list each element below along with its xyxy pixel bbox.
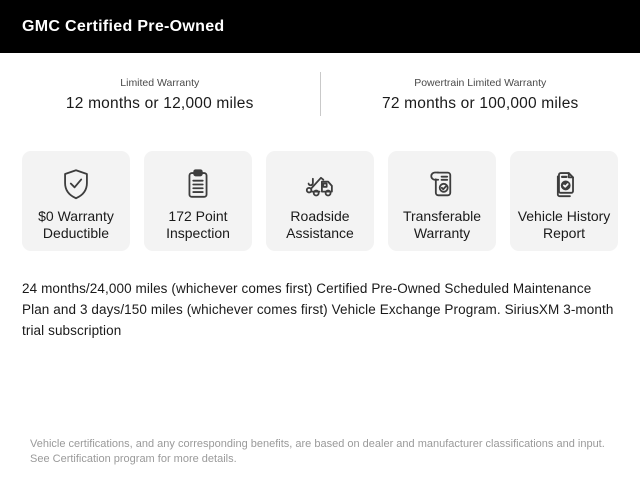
clipboard-icon [179,163,217,205]
benefit-card-label: $0 Warranty Deductible [38,208,114,241]
warranty-summary: Limited Warranty 12 months or 12,000 mil… [0,72,640,116]
shield-check-icon [57,163,95,205]
benefit-card-label: Vehicle History Report [517,208,611,241]
benefit-card-vehicle-history: Vehicle History Report [510,151,618,251]
benefit-card-label: Roadside Assistance [286,208,354,241]
limited-warranty-block: Limited Warranty 12 months or 12,000 mil… [0,72,320,116]
page-title: GMC Certified Pre-Owned [22,17,225,35]
powertrain-warranty-value: 72 months or 100,000 miles [382,95,579,112]
benefit-card-point-inspection: 172 Point Inspection [144,151,252,251]
vertical-divider [319,72,321,116]
benefit-cards: $0 Warranty Deductible 172 Point Inspect… [22,151,618,251]
tow-truck-icon [301,163,339,205]
limited-warranty-label: Limited Warranty [120,77,200,89]
benefit-card-roadside-assistance: Roadside Assistance [266,151,374,251]
benefit-card-warranty-deductible: $0 Warranty Deductible [22,151,130,251]
benefit-card-label: 172 Point Inspection [166,208,230,241]
receipt-check-icon [423,163,461,205]
limited-warranty-value: 12 months or 12,000 miles [65,95,254,112]
powertrain-warranty-block: Powertrain Limited Warranty 72 months or… [321,72,640,116]
header-bar: GMC Certified Pre-Owned [0,0,640,53]
program-description: 24 months/24,000 miles (whichever comes … [22,281,614,338]
certification-disclaimer: Vehicle certifications, and any correspo… [30,438,605,465]
powertrain-warranty-label: Powertrain Limited Warranty [414,77,547,89]
benefit-card-transferable-warranty: Transferable Warranty [388,151,496,251]
documents-check-icon [545,163,583,205]
benefit-card-label: Transferable Warranty [402,208,482,241]
